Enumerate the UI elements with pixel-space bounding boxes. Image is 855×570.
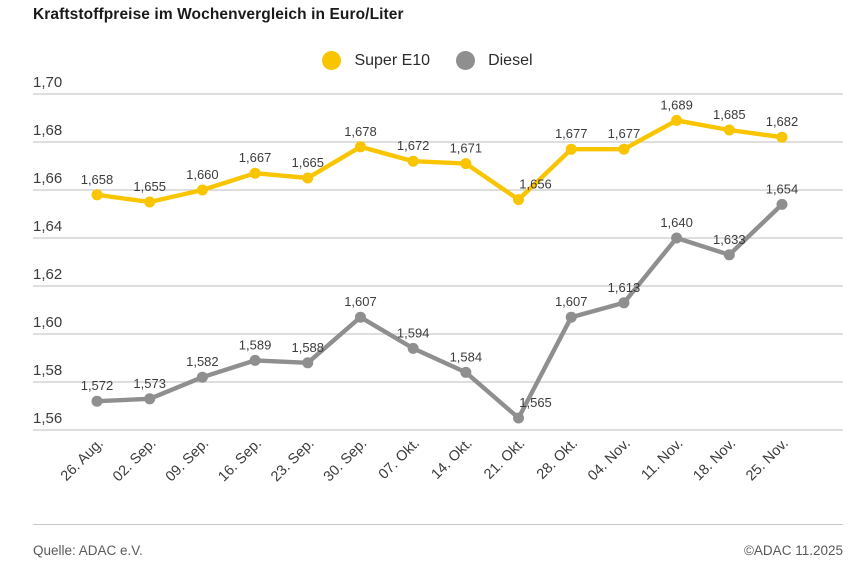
data-point-diesel	[196, 371, 208, 383]
data-point-diesel	[723, 249, 735, 261]
x-tick-label: 07. Okt.	[376, 436, 423, 483]
y-tick-label: 1,62	[33, 266, 62, 283]
data-point-diesel	[671, 232, 683, 244]
y-tick-label: 1,56	[33, 410, 62, 427]
data-point-label-diesel: 1,588	[291, 340, 324, 355]
price-line-chart: 1,70 1,68 1,66 1,64 1,62 1,60 1,58 1,56 26. Aug.…	[33, 74, 843, 486]
data-point-label-super-e10: 1,685	[713, 107, 746, 122]
data-point-super-e10	[513, 194, 525, 206]
y-tick-label: 1,64	[33, 218, 62, 235]
data-point-label-super-e10: 1,667	[239, 150, 272, 165]
data-point-label-super-e10: 1,677	[555, 126, 588, 141]
series-line-diesel	[94, 202, 785, 421]
data-point-label-diesel: 1,584	[450, 349, 483, 364]
footer-divider	[33, 524, 843, 525]
super-e10-dot-icon	[322, 51, 342, 70]
data-point-label-super-e10: 1,655	[133, 179, 166, 194]
x-tick-label: 26. Aug.	[58, 436, 107, 485]
data-point-diesel	[460, 366, 472, 378]
data-point-label-diesel: 1,589	[239, 337, 272, 352]
x-tick-label: 21. Okt.	[481, 436, 528, 483]
data-point-diesel	[407, 342, 419, 354]
legend-item-super-e10: Super E10	[322, 51, 430, 70]
x-axis-labels: 26. Aug. 02. Sep. 09. Sep. 16. Sep. 23. Sep.…	[58, 436, 792, 486]
data-point-label-diesel: 1,654	[766, 181, 799, 196]
x-tick-label: 14. Okt.	[428, 436, 475, 483]
legend-item-diesel: Diesel	[456, 51, 533, 70]
data-point-diesel	[618, 297, 630, 309]
series-diesel: 1,572 1,573 1,582 1,589 1,588 1,607 1,594 1,584…	[81, 181, 799, 424]
y-gridlines	[33, 93, 843, 431]
chart-title: Kraftstoffpreise im Wochenvergleich in E…	[33, 6, 404, 23]
data-point-label-diesel: 1,613	[608, 280, 641, 295]
data-point-super-e10	[723, 124, 735, 136]
data-point-diesel	[513, 412, 525, 424]
data-point-label-diesel: 1,582	[186, 354, 219, 369]
x-tick-label: 25. Nov.	[743, 436, 792, 485]
data-point-super-e10	[460, 158, 472, 170]
data-point-label-diesel: 1,565	[519, 395, 552, 410]
x-tick-label: 02. Sep.	[110, 436, 160, 486]
data-point-label-diesel: 1,607	[344, 294, 377, 309]
chart-legend: Super E10 Diesel	[0, 51, 855, 70]
data-point-label-super-e10: 1,677	[608, 126, 641, 141]
data-point-diesel	[565, 311, 577, 323]
data-point-diesel	[249, 354, 261, 366]
data-point-label-super-e10: 1,656	[519, 177, 552, 192]
legend-label-super-e10: Super E10	[354, 51, 431, 69]
data-point-super-e10	[776, 131, 788, 143]
data-point-diesel	[302, 357, 314, 369]
copyright-text: ©ADAC 11.2025	[743, 543, 843, 558]
data-point-label-super-e10: 1,678	[344, 124, 377, 139]
data-point-diesel	[91, 395, 103, 407]
source-text: Quelle: ADAC e.V.	[33, 543, 143, 558]
y-tick-label: 1,70	[33, 74, 62, 91]
data-point-super-e10	[196, 184, 208, 196]
x-tick-label: 18. Nov.	[690, 436, 739, 485]
x-tick-label: 28. Okt.	[534, 436, 581, 483]
series-super-e10: 1,658 1,655 1,660 1,667 1,665 1,678 1,672 1,671…	[81, 97, 799, 208]
data-point-label-super-e10: 1,689	[660, 97, 693, 112]
data-point-diesel	[354, 311, 366, 323]
series-line-super-e10	[94, 118, 785, 205]
data-point-super-e10	[618, 143, 630, 155]
data-point-super-e10	[249, 167, 261, 179]
data-point-super-e10	[354, 141, 366, 153]
data-point-label-super-e10: 1,682	[766, 114, 799, 129]
data-point-label-diesel: 1,633	[713, 232, 746, 247]
data-point-diesel	[776, 198, 788, 210]
data-point-diesel	[144, 393, 156, 405]
x-tick-label: 11. Nov.	[638, 436, 686, 484]
diesel-dot-icon	[456, 51, 476, 70]
data-point-super-e10	[302, 172, 314, 184]
y-tick-label: 1,58	[33, 362, 62, 379]
x-tick-label: 23. Sep.	[268, 436, 318, 486]
data-point-super-e10	[407, 155, 419, 167]
data-point-super-e10	[91, 189, 103, 201]
data-point-label-super-e10: 1,660	[186, 167, 219, 182]
data-point-label-diesel: 1,573	[133, 376, 166, 391]
data-point-label-diesel: 1,594	[397, 325, 430, 340]
y-axis-labels: 1,70 1,68 1,66 1,64 1,62 1,60 1,58 1,56	[33, 74, 62, 427]
data-point-label-super-e10: 1,658	[81, 172, 114, 187]
legend-label-diesel: Diesel	[488, 51, 533, 69]
data-point-super-e10	[671, 114, 683, 126]
y-tick-label: 1,68	[33, 122, 62, 139]
data-point-label-super-e10: 1,665	[291, 155, 324, 170]
y-tick-label: 1,60	[33, 314, 62, 331]
x-tick-label: 04. Nov.	[585, 436, 634, 485]
x-tick-label: 16. Sep.	[215, 436, 265, 486]
data-point-label-super-e10: 1,672	[397, 138, 430, 153]
data-point-label-diesel: 1,640	[660, 215, 693, 230]
x-tick-label: 09. Sep.	[163, 436, 213, 486]
data-point-label-super-e10: 1,671	[450, 141, 483, 156]
data-point-label-diesel: 1,607	[555, 294, 588, 309]
data-point-super-e10	[565, 143, 577, 155]
x-tick-label: 30. Sep.	[321, 436, 371, 486]
y-tick-label: 1,66	[33, 170, 62, 187]
data-point-label-diesel: 1,572	[81, 378, 114, 393]
data-point-super-e10	[144, 196, 156, 208]
